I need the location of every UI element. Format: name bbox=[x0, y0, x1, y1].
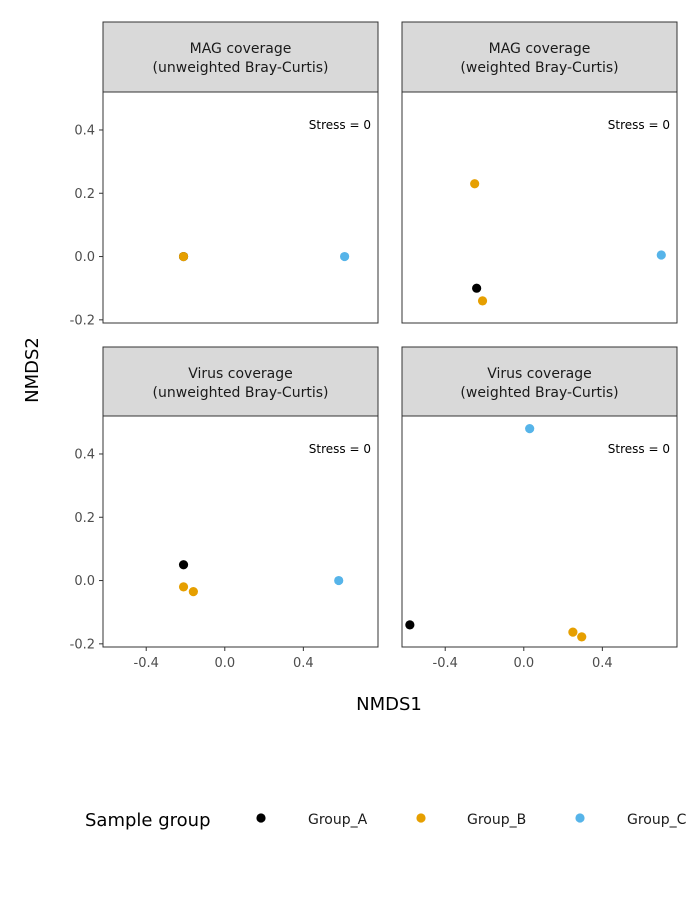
facet-title-line1: MAG coverage bbox=[489, 41, 591, 57]
data-point-group-b bbox=[178, 582, 189, 592]
x-tick-label: 0.4 bbox=[293, 656, 314, 671]
x-tick-label: -0.4 bbox=[134, 656, 159, 671]
facet-panel-4: Virus coverage (weighted Bray-Curtis) Stre… bbox=[401, 346, 678, 671]
legend-key-group-a bbox=[256, 813, 266, 823]
x-tick-label: -0.4 bbox=[433, 656, 458, 671]
y-tick-label: 0.4 bbox=[74, 123, 95, 138]
facet-title-line1: Virus coverage bbox=[487, 366, 592, 382]
data-point-group-c bbox=[340, 251, 350, 262]
data-point-group-c bbox=[656, 250, 666, 260]
data-point-group-b bbox=[188, 587, 198, 597]
stress-annotation: Stress = 0 bbox=[309, 118, 371, 132]
y-tick-label: 0.0 bbox=[74, 250, 95, 265]
stress-annotation: Stress = 0 bbox=[608, 442, 670, 456]
data-point-group-b bbox=[477, 296, 488, 306]
legend-title: Sample group bbox=[85, 810, 211, 831]
facet-panel-3: Virus coverage (unweighted Bray-Curtis) St… bbox=[70, 346, 379, 671]
stress-annotation: Stress = 0 bbox=[309, 442, 371, 456]
y-axis-title: NMDS2 bbox=[22, 337, 43, 403]
data-point-group-c bbox=[525, 424, 535, 434]
panels-layer: MAG coverage (unweighted Bray-Curtis) Stre… bbox=[70, 21, 678, 671]
data-point-group-a bbox=[472, 283, 482, 293]
shared-axes: NMDS1 NMDS2 bbox=[22, 337, 422, 715]
legend-label: Group_A bbox=[308, 812, 368, 828]
legend: Sample group Group_A Group_B Group_C bbox=[85, 810, 687, 831]
data-point-group-a bbox=[178, 560, 189, 570]
facet-strip bbox=[102, 346, 379, 417]
panel-border bbox=[102, 415, 379, 648]
x-tick-label: 0.0 bbox=[214, 656, 235, 671]
facet-strip bbox=[401, 346, 678, 417]
data-point-group-b bbox=[178, 251, 189, 262]
facet-title-line1: Virus coverage bbox=[188, 366, 293, 382]
facet-strip bbox=[102, 21, 379, 93]
facet-title-line2: (unweighted Bray-Curtis) bbox=[153, 60, 329, 76]
y-tick-label: 0.0 bbox=[74, 574, 95, 589]
legend-label: Group_B bbox=[467, 812, 526, 828]
facet-strip bbox=[401, 21, 678, 93]
facet-title-line2: (weighted Bray-Curtis) bbox=[460, 60, 618, 76]
facet-panel-2: MAG coverage (weighted Bray-Curtis) Stress… bbox=[401, 21, 678, 324]
panel-border bbox=[401, 415, 678, 648]
legend-label: Group_C bbox=[627, 812, 687, 828]
data-point-group-c bbox=[334, 575, 344, 586]
y-tick-label: 0.2 bbox=[74, 187, 95, 202]
panel-border bbox=[401, 91, 678, 324]
legend-key-group-b bbox=[416, 813, 426, 823]
x-tick-label: 0.4 bbox=[592, 656, 613, 671]
data-point-group-b bbox=[577, 632, 587, 642]
legend-key-group-c bbox=[575, 813, 585, 823]
y-tick-label: -0.2 bbox=[70, 637, 95, 652]
x-tick-label: 0.0 bbox=[513, 656, 534, 671]
panel-border bbox=[102, 91, 379, 324]
data-point-group-a bbox=[405, 620, 415, 630]
stress-annotation: Stress = 0 bbox=[608, 118, 670, 132]
y-tick-label: 0.2 bbox=[74, 511, 95, 526]
y-tick-label: -0.2 bbox=[70, 313, 95, 328]
data-point-group-b bbox=[568, 627, 578, 637]
data-point-group-b bbox=[470, 179, 480, 189]
x-axis-title: NMDS1 bbox=[356, 694, 422, 715]
facet-panel-1: MAG coverage (unweighted Bray-Curtis) Stre… bbox=[70, 21, 379, 328]
facet-title-line2: (unweighted Bray-Curtis) bbox=[153, 385, 329, 401]
y-tick-label: 0.4 bbox=[74, 447, 95, 462]
facet-title-line1: MAG coverage bbox=[190, 41, 292, 57]
facet-title-line2: (weighted Bray-Curtis) bbox=[460, 385, 618, 401]
